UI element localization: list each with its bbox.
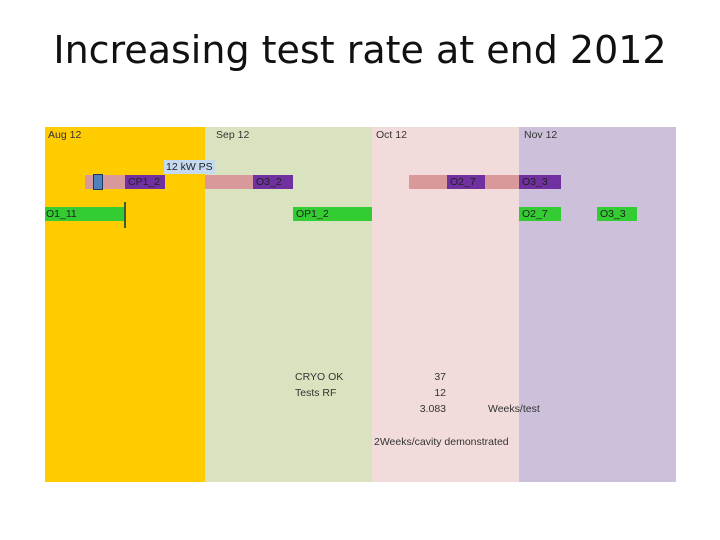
month-label-oct: Oct 12 [376,129,407,141]
row2-label-op12: OP1_2 [296,208,329,220]
demonstrated-note: 2Weeks/cavity demonstrated [374,436,509,448]
row2-green-bar-o111 [45,207,125,221]
row1-pink-bar-oct [409,175,447,189]
rate-unit-label: Weeks/test [488,403,540,415]
cryo-ok-label: CRYO OK [295,371,344,383]
row2-green-bar-o33 [597,207,637,221]
row1-label-cp1: CP1_2 [128,176,161,188]
row1-purple-bar-cp1 [125,175,165,189]
month-label-aug: Aug 12 [48,129,82,141]
row1-pink-bar-sep [205,175,253,189]
row1-pink-bar-nov [485,175,519,189]
row2-label-o27: O2_7 [522,208,548,220]
row2-green-bar-o27 [519,207,561,221]
month-label-nov: Nov 12 [524,129,558,141]
row1-purple-bar-o32 [253,175,293,189]
rate-value: 3.083 [419,403,446,415]
row2-label-o111: O1_11 [46,208,77,220]
row2-label-o33: O3_3 [600,208,626,220]
row1-label-o33: O3_3 [522,176,548,188]
row1-purple-bar-o33 [519,175,561,189]
power-supply-label: 12 kW PS [164,160,215,174]
row1-purple-bar-o27 [447,175,485,189]
row1-label-o27: O2_7 [450,176,476,188]
row1-pink-bar-aug [85,175,125,189]
cryo-value: 37 [434,371,446,383]
row1-blue-marker [93,174,103,190]
row1-label-o32: O3_2 [256,176,282,188]
tests-value: 12 [434,387,446,399]
row2-marker-line [124,202,126,228]
page-title: Increasing test rate at end 2012 [53,28,667,72]
tests-rf-label: Tests RF [295,387,337,399]
month-label-sep: Sep 12 [216,129,250,141]
row2-green-bar-op12 [293,207,372,221]
